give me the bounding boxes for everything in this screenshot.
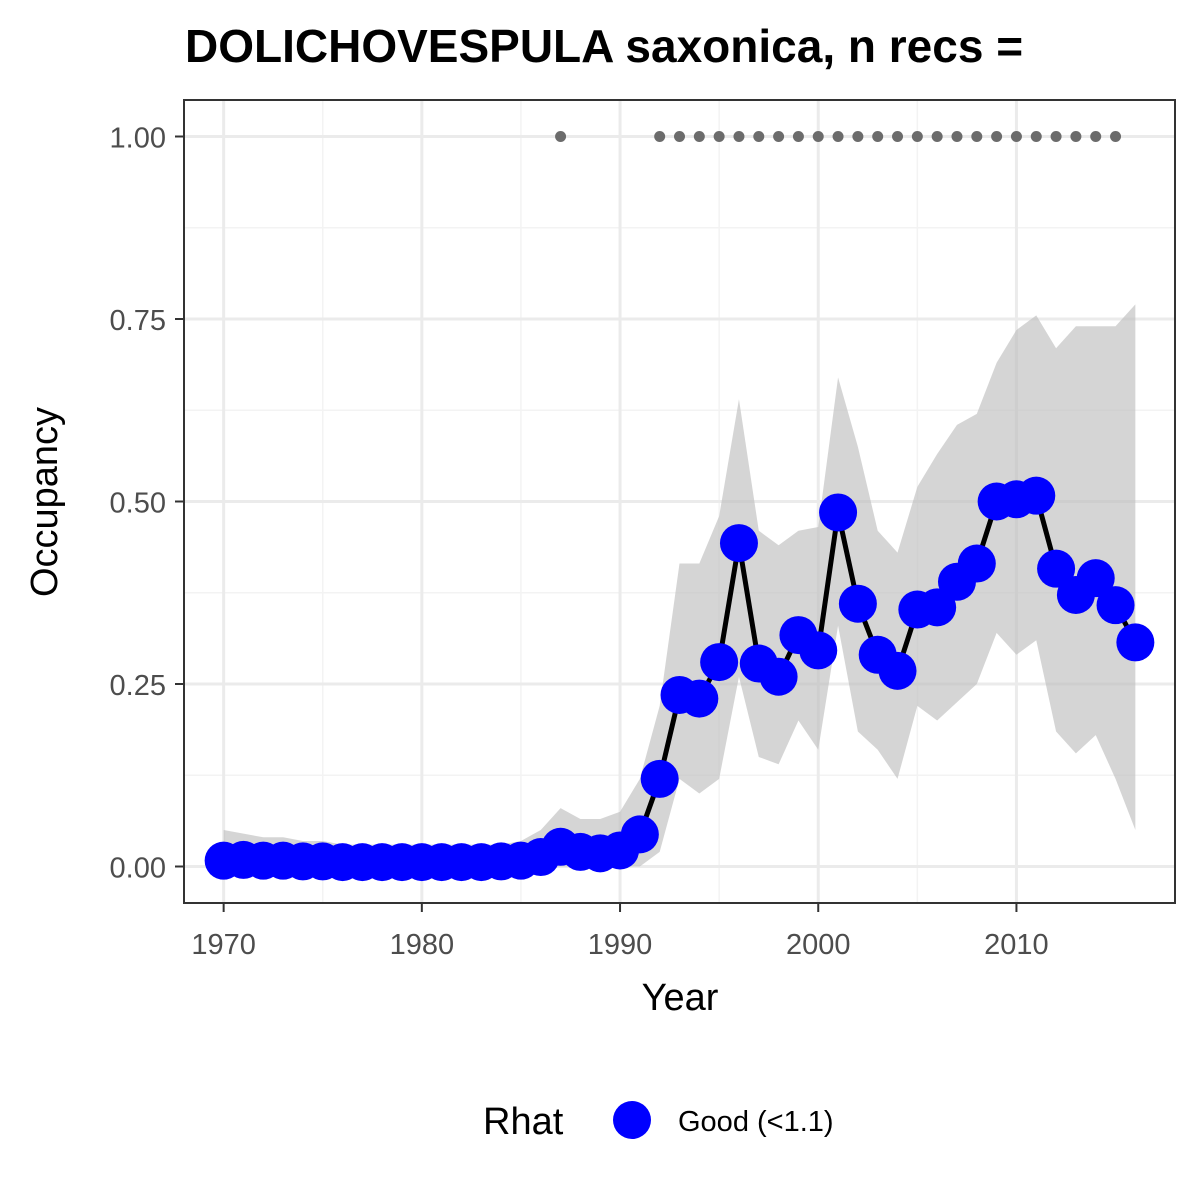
legend-key-good xyxy=(613,1101,651,1139)
record-dot xyxy=(792,131,804,142)
record-dot xyxy=(1030,131,1042,142)
occupancy-point xyxy=(719,524,758,563)
record-dot xyxy=(911,131,923,142)
record-dot xyxy=(931,131,943,142)
occupancy-point xyxy=(680,679,719,718)
record-dot xyxy=(812,131,824,142)
record-dot xyxy=(753,131,765,142)
legend-title: Rhat xyxy=(483,1101,564,1143)
occupancy-points-layer xyxy=(204,476,1155,882)
record-dot xyxy=(713,131,725,142)
legend-label-good: Good (<1.1) xyxy=(678,1106,834,1138)
record-dot xyxy=(832,131,844,142)
record-dot xyxy=(1070,131,1082,142)
record-dot xyxy=(674,131,685,142)
occupancy-point xyxy=(700,643,739,682)
confidence-ribbon xyxy=(223,304,1136,867)
record-dot xyxy=(991,131,1003,142)
occupancy-point xyxy=(878,651,917,690)
y-tick-label: 0.00 xyxy=(110,853,166,885)
y-axis-title: Occupancy xyxy=(24,407,66,597)
record-dot xyxy=(971,131,983,142)
record-dots-layer xyxy=(555,131,1122,142)
record-dot xyxy=(872,131,884,142)
x-axis: 1970 1980 1990 2000 2010 xyxy=(191,903,1049,961)
occupancy-point xyxy=(1037,549,1076,588)
occupancy-point xyxy=(1076,559,1115,598)
record-dot xyxy=(693,131,705,142)
record-dot xyxy=(733,131,745,142)
occupancy-point xyxy=(838,584,877,623)
record-dot xyxy=(654,131,666,142)
record-dot xyxy=(1050,131,1062,142)
record-dot xyxy=(951,131,963,142)
record-dot xyxy=(892,131,904,142)
record-dot xyxy=(1090,131,1102,142)
confidence-ribbon-layer xyxy=(223,304,1136,867)
record-dot xyxy=(1110,131,1122,142)
y-tick-label: 0.25 xyxy=(110,670,166,702)
occupancy-point xyxy=(1096,586,1135,625)
x-tick-label: 2000 xyxy=(786,929,851,961)
chart-title: DOLICHOVESPULA saxonica, n recs = xyxy=(185,20,1023,72)
record-dot xyxy=(1010,131,1022,142)
occupancy-point xyxy=(1116,623,1155,662)
y-tick-label: 1.00 xyxy=(110,123,166,155)
y-tick-label: 0.50 xyxy=(110,488,166,520)
occupancy-point xyxy=(620,815,659,854)
occupancy-point xyxy=(918,588,957,627)
x-tick-label: 1980 xyxy=(390,929,455,961)
y-axis: 0.00 0.25 0.50 0.75 1.00 xyxy=(110,123,184,885)
occupancy-point xyxy=(759,657,798,696)
record-dot xyxy=(852,131,864,142)
x-tick-label: 1990 xyxy=(588,929,653,961)
y-tick-label: 0.75 xyxy=(110,305,166,337)
occupancy-point xyxy=(957,544,996,583)
occupancy-point xyxy=(1017,476,1056,515)
occupancy-point xyxy=(799,631,838,670)
x-tick-label: 1970 xyxy=(191,929,256,961)
record-dot xyxy=(555,131,567,142)
x-tick-label: 2010 xyxy=(984,929,1049,961)
x-axis-title: Year xyxy=(642,977,719,1019)
legend: Rhat Good (<1.1) xyxy=(483,1101,834,1143)
record-dot xyxy=(773,131,785,142)
occupancy-point xyxy=(819,493,858,532)
occupancy-point xyxy=(640,759,679,798)
